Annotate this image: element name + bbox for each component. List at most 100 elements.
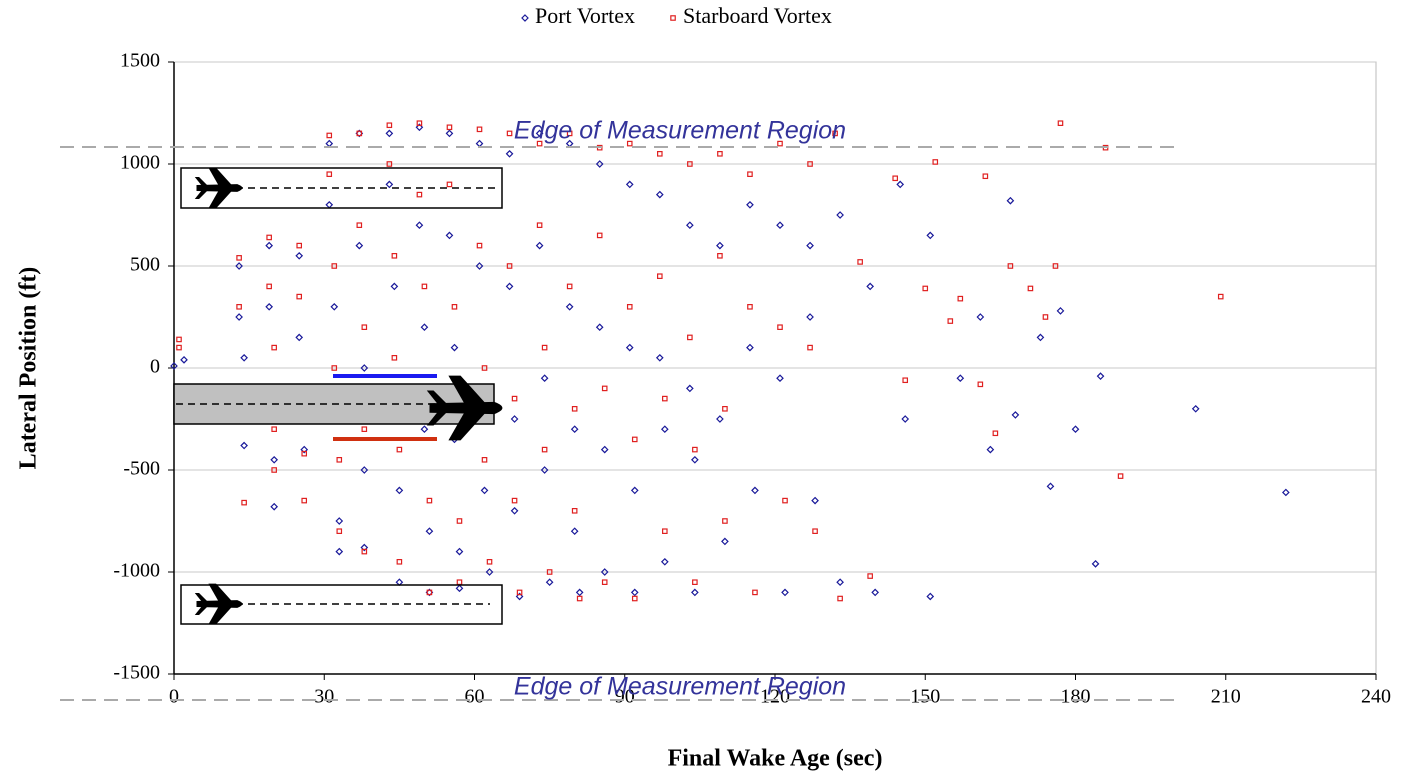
point [1191,404,1200,413]
point [1217,293,1224,300]
point [235,313,243,321]
point [947,318,954,324]
point [892,175,899,182]
point [511,497,518,504]
point [446,181,453,188]
point [395,486,404,495]
point [240,441,248,450]
point [625,343,634,352]
point [595,323,604,332]
point [717,253,723,259]
point [926,592,935,601]
point [331,263,338,269]
point [625,180,634,189]
point [976,313,985,321]
point [867,573,873,579]
point [686,384,694,393]
point [716,415,724,423]
point [415,221,424,230]
point [396,558,403,565]
point [691,455,699,464]
y-tick-label: -1500 [113,662,160,684]
point [686,221,694,230]
point [575,588,584,597]
point [1046,482,1055,491]
point [426,497,433,504]
point [360,543,369,552]
point [596,232,603,239]
point [325,139,334,148]
point [1096,372,1105,381]
legend-label: Starboard Vortex [683,3,832,28]
point [957,295,964,302]
x-tick-label: 90 [615,686,635,708]
x-tick-label: 0 [169,686,179,708]
point [546,569,553,575]
point [331,365,338,371]
point [481,457,488,463]
point [836,211,844,219]
point [655,190,664,199]
point [776,374,784,383]
x-tick-label: 120 [760,686,790,708]
point [476,242,483,249]
y-tick-label: -500 [123,458,160,480]
point [566,283,573,290]
x-tick-label: 150 [910,686,940,708]
point [415,123,424,132]
annotation: Edge of Measurement Region [514,673,846,701]
point [807,344,813,351]
point [631,595,638,602]
point [782,497,788,504]
point [516,589,523,596]
point [456,579,463,586]
point [295,251,304,260]
point [922,285,929,292]
point [270,502,279,511]
point [986,445,995,454]
point [1052,263,1059,269]
point [570,527,579,536]
point [271,467,277,473]
point [751,486,759,495]
point [180,355,188,364]
point [505,149,514,158]
point [630,588,639,597]
point [416,120,423,127]
point [535,129,544,138]
point [421,283,428,290]
point [445,129,454,138]
plane-icon [194,583,243,625]
point [662,395,668,402]
box [180,167,503,209]
point [445,231,454,240]
overlay: Edge of Measurement Region Edge of Measu… [60,117,1180,701]
point [176,344,182,351]
point [866,282,875,291]
point [236,255,242,261]
point [571,508,578,514]
point [265,302,274,311]
point [687,161,693,167]
point [506,130,513,137]
point [837,595,843,602]
point [811,496,819,505]
point [335,547,344,556]
point [662,528,668,535]
point [626,304,633,310]
x-tick-label: 30 [314,686,334,708]
point [1117,473,1124,479]
point [235,262,243,270]
point [391,355,398,361]
point [571,406,578,412]
point [271,426,277,433]
point [896,180,905,189]
point [660,557,669,566]
point [391,253,398,259]
point [356,222,363,229]
legend-marker [521,14,529,22]
point [687,334,693,341]
point [455,584,464,593]
point [992,430,999,437]
